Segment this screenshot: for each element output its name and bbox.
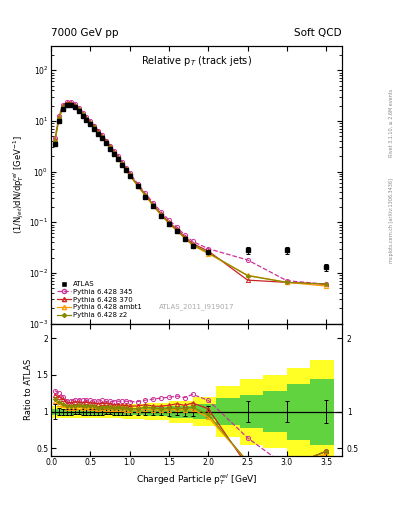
Text: 7000 GeV pp: 7000 GeV pp: [51, 28, 119, 38]
Y-axis label: (1/N$_{jet}$)dN/dp$^{rel}_{T}$ [GeV$^{-1}$]: (1/N$_{jet}$)dN/dp$^{rel}_{T}$ [GeV$^{-1…: [12, 136, 26, 234]
X-axis label: Charged Particle p$^{rel}_{T}$ [GeV]: Charged Particle p$^{rel}_{T}$ [GeV]: [136, 472, 257, 486]
Text: mcplots.cern.ch [arXiv:1306.3436]: mcplots.cern.ch [arXiv:1306.3436]: [389, 178, 393, 263]
Text: ATLAS_2011_I919017: ATLAS_2011_I919017: [159, 304, 234, 310]
Y-axis label: Ratio to ATLAS: Ratio to ATLAS: [24, 359, 33, 420]
Legend: ATLAS, Pythia 6.428 345, Pythia 6.428 370, Pythia 6.428 ambt1, Pythia 6.428 z2: ATLAS, Pythia 6.428 345, Pythia 6.428 37…: [55, 279, 144, 320]
Text: Soft QCD: Soft QCD: [294, 28, 342, 38]
Text: Rivet 3.1.10, ≥ 2.6M events: Rivet 3.1.10, ≥ 2.6M events: [389, 89, 393, 157]
Text: Relative p$_{T}$ (track jets): Relative p$_{T}$ (track jets): [141, 54, 252, 69]
